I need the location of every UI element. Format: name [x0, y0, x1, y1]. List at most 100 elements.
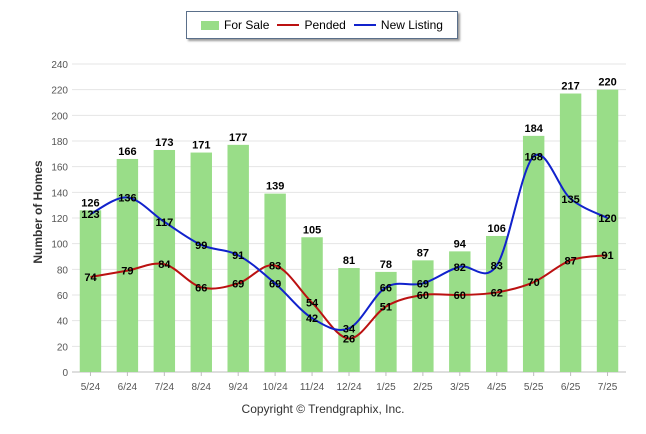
x-tick-label: 1/25: [376, 382, 396, 393]
legend-swatch-new-listing: [353, 24, 376, 26]
new-listing-value-label: 42: [306, 313, 318, 325]
y-tick-label: 220: [51, 86, 68, 97]
x-tick-label: 5/25: [524, 382, 544, 393]
y-tick-label: 120: [51, 214, 68, 225]
pended-value-label: 54: [306, 298, 319, 310]
legend-item-new-listing: New Listing: [353, 18, 443, 32]
pended-value-label: 87: [564, 255, 576, 267]
new-listing-value-label: 117: [155, 217, 173, 229]
bar-value-label: 173: [155, 137, 173, 149]
pended-value-label: 91: [601, 250, 613, 262]
bar: [522, 135, 545, 372]
new-listing-value-label: 66: [380, 282, 392, 294]
x-tick-label: 5/24: [81, 382, 101, 393]
x-tick-label: 4/25: [487, 382, 507, 393]
pended-value-label: 60: [454, 290, 466, 302]
data-labels: 126 166 173 171 177 139 105 81 78 87 94 106 184 217 22…: [81, 77, 616, 346]
y-tick-label: 200: [51, 111, 68, 122]
legend-item-for-sale: For Sale: [201, 18, 269, 32]
x-tick-label: 7/25: [598, 382, 618, 393]
new-listing-value-label: 34: [343, 323, 356, 335]
bar-value-label: 94: [454, 238, 467, 250]
x-tick-label: 8/24: [192, 382, 212, 393]
bar: [486, 235, 508, 372]
bar: [375, 271, 397, 372]
bar-value-label: 184: [524, 123, 543, 135]
bar: [338, 268, 360, 372]
x-tick-label: 11/24: [300, 382, 325, 393]
legend-swatch-pended: [277, 24, 300, 26]
bar-value-label: 126: [81, 197, 99, 209]
bar: [559, 93, 582, 373]
bar: [596, 89, 619, 373]
bar: [227, 144, 249, 372]
bar-value-label: 81: [343, 255, 355, 267]
new-listing-value-label: 69: [269, 278, 281, 290]
y-tick-label: 40: [57, 317, 69, 328]
y-tick-label: 180: [51, 137, 68, 148]
bar: [449, 251, 471, 372]
x-tick-label: 6/24: [118, 382, 138, 393]
pended-value-label: 62: [491, 287, 503, 299]
bar-value-label: 166: [118, 146, 136, 158]
legend-label-pended: Pended: [304, 18, 346, 32]
y-tick-label: 160: [51, 163, 68, 174]
bar-value-label: 177: [229, 132, 247, 144]
new-listing-value-label: 123: [81, 209, 99, 221]
y-tick-label: 140: [51, 188, 68, 199]
bar: [79, 210, 102, 372]
pended-value-label: 26: [343, 334, 355, 346]
bar-value-label: 171: [192, 140, 210, 152]
new-listing-value-label: 136: [118, 192, 136, 204]
x-tick-label: 7/24: [155, 382, 175, 393]
pended-value-label: 84: [158, 259, 171, 271]
new-listing-value-label: 99: [195, 240, 207, 252]
bar: [190, 152, 212, 372]
y-tick-label: 60: [57, 291, 69, 302]
pended-line: [90, 254, 608, 340]
x-tick-label: 2/25: [413, 382, 433, 393]
legend-item-pended: Pended: [277, 18, 346, 32]
y-tick-label: 80: [57, 265, 69, 276]
legend-swatch-for-sale: [201, 20, 220, 30]
pended-value-label: 60: [417, 290, 429, 302]
copyright-text: Copyright © Trendgraphix, Inc.: [241, 402, 405, 416]
x-tick-label: 3/25: [450, 382, 470, 393]
new-listing-value-label: 120: [598, 213, 616, 225]
legend-label-new-listing: New Listing: [380, 18, 443, 32]
bar-value-label: 78: [380, 259, 392, 271]
pended-value-label: 51: [380, 302, 392, 314]
x-tick-label: 9/24: [228, 382, 248, 393]
new-listing-value-label: 168: [524, 151, 542, 163]
bar-value-label: 217: [561, 81, 579, 93]
x-tick-label: 10/24: [263, 382, 288, 393]
series-lines: [90, 153, 608, 340]
bar-value-label: 139: [266, 181, 284, 193]
bar-value-label: 87: [417, 247, 429, 259]
new-listing-value-label: 83: [491, 260, 503, 272]
pended-value-label: 66: [195, 282, 207, 294]
bar-value-label: 106: [488, 223, 506, 235]
bar-value-label: 220: [598, 77, 616, 89]
new-listing-line: [90, 153, 608, 331]
new-listing-value-label: 82: [454, 262, 466, 274]
x-tick-label: 6/25: [561, 382, 581, 393]
x-tick-label: 12/24: [336, 382, 361, 393]
pended-value-label: 70: [528, 277, 540, 289]
legend-label-for-sale: For Sale: [224, 18, 270, 32]
bar: [412, 260, 434, 372]
bars: [79, 89, 619, 373]
pended-value-label: 74: [84, 272, 97, 284]
y-axis-label: Number of Homes: [31, 160, 45, 264]
bar: [116, 158, 139, 372]
y-tick-label: 240: [51, 60, 68, 71]
y-tick-label: 0: [62, 368, 68, 379]
legend: For Sale Pended New Listing: [186, 11, 458, 39]
new-listing-value-label: 91: [232, 250, 244, 262]
new-listing-value-label: 135: [561, 194, 579, 206]
y-tick-label: 100: [51, 240, 68, 251]
pended-value-label: 69: [232, 278, 244, 290]
bar-value-label: 105: [303, 224, 321, 236]
x-axis-ticks: 5/24 6/24 7/24 8/24 9/24 10/24 11/24 12/24 1/25 2…: [81, 372, 618, 393]
